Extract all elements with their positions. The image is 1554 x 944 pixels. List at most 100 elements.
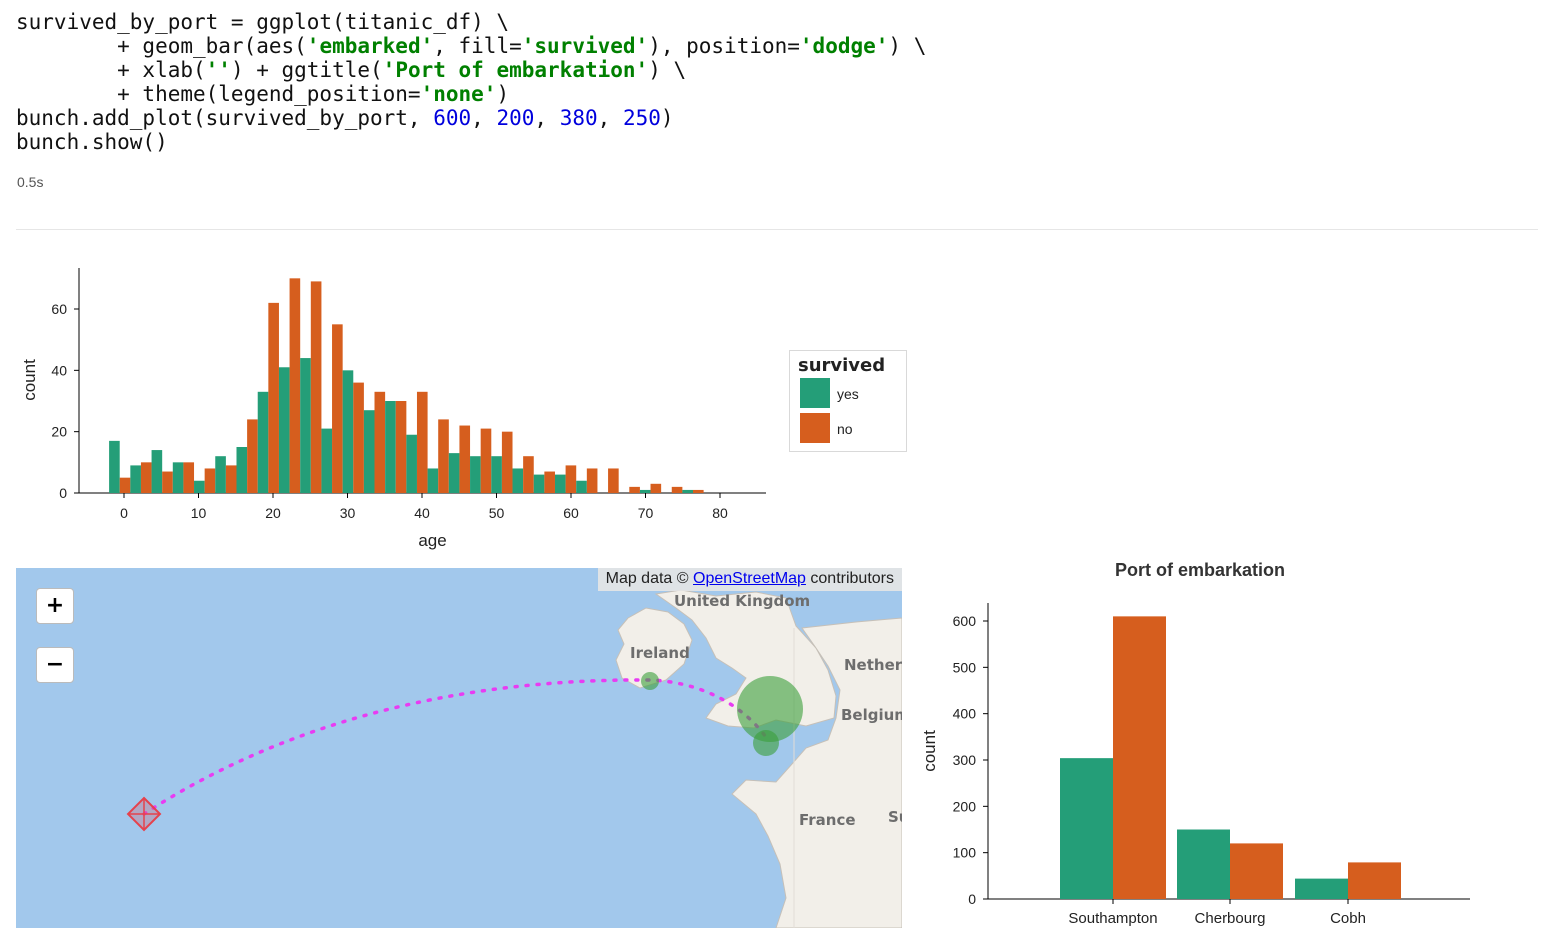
legend-swatch-no xyxy=(800,413,830,443)
hist-bar-no xyxy=(353,382,364,493)
execution-time: 0.5s xyxy=(17,174,44,190)
cell-divider xyxy=(16,229,1538,230)
code-token: , xyxy=(597,106,623,130)
attribution-suffix: contributors xyxy=(805,570,894,587)
hist-bar-yes xyxy=(172,462,184,493)
hist-bar-yes xyxy=(639,489,651,493)
code-token: + geom_bar(aes( xyxy=(16,34,307,58)
port-bar-no xyxy=(1348,862,1401,899)
code-token: 'dodge' xyxy=(799,34,889,58)
x-tick-label: 70 xyxy=(638,505,654,521)
hist-bar-yes xyxy=(278,367,290,493)
hist-bar-no xyxy=(523,456,534,493)
hist-bar-yes xyxy=(342,370,354,493)
port-bar-no xyxy=(1113,616,1166,899)
code-token: + theme(legend_position= xyxy=(16,82,421,106)
code-token: 'none' xyxy=(420,82,497,106)
code-token: 'Port of embarkation' xyxy=(382,58,649,82)
hist-bar-no xyxy=(247,419,258,493)
hist-bar-no xyxy=(268,302,279,493)
chart-title: Port of embarkation xyxy=(1115,560,1285,580)
hist-bar-no xyxy=(225,465,237,493)
code-token: 'embarked' xyxy=(306,34,434,58)
zoom-in-button[interactable]: + xyxy=(36,588,74,624)
code-token: , xyxy=(534,106,560,130)
route-line xyxy=(142,678,770,816)
x-tick-label: 0 xyxy=(120,505,128,521)
code-token: 'survived' xyxy=(521,34,649,58)
map-label-belgium: Belgium xyxy=(841,706,902,724)
y-tick-label: 100 xyxy=(953,845,977,861)
hist-bar-no xyxy=(119,477,131,493)
code-token: ) \ xyxy=(888,34,927,58)
y-tick-label: 500 xyxy=(953,659,977,675)
ireland-land xyxy=(615,607,693,689)
y-tick-label: 0 xyxy=(968,891,976,907)
code-token: ) + ggtitle( xyxy=(230,58,383,82)
zoom-out-button[interactable]: − xyxy=(36,647,74,683)
code-token: ) xyxy=(496,82,510,106)
map-label-su: Su xyxy=(888,808,902,826)
x-tick-label: Cherbourg xyxy=(1195,910,1266,927)
map-label-ireland: Ireland xyxy=(630,644,690,662)
code-cell[interactable]: survived_by_port = ggplot(titanic_df) \ … xyxy=(16,10,926,154)
x-axis-label: age xyxy=(418,531,446,550)
hist-bar-no xyxy=(332,324,343,493)
hist-bar-no xyxy=(438,419,449,493)
hist-bar-yes xyxy=(470,456,481,493)
port-bar-yes xyxy=(1177,829,1230,899)
x-tick-label: 40 xyxy=(414,505,430,521)
continent-land xyxy=(731,617,902,928)
map-view[interactable]: United Kingdom Ireland Netherl Belgium F… xyxy=(16,568,902,928)
legend: survived yes no xyxy=(789,350,907,452)
hist-bar-no xyxy=(289,278,301,493)
legend-label-no: no xyxy=(837,421,853,437)
code-line: + geom_bar(aes('embarked', fill='survive… xyxy=(16,34,926,58)
legend-swatch-yes xyxy=(800,378,830,408)
x-tick-label: 60 xyxy=(563,505,579,521)
y-tick-label: 0 xyxy=(59,485,67,501)
map-attribution: Map data © OpenStreetMap contributors xyxy=(597,568,902,591)
code-token: 250 xyxy=(622,106,661,130)
y-tick-label: 400 xyxy=(953,706,977,722)
hist-bar-yes xyxy=(109,440,120,493)
legend-label-yes: yes xyxy=(837,386,859,402)
hist-bar-yes xyxy=(257,391,269,493)
hist-bar-no xyxy=(416,391,428,493)
hist-bar-no xyxy=(565,465,577,493)
port-circle-cherbourg xyxy=(753,730,779,756)
code-token: bunch.add_plot(survived_by_port, xyxy=(16,106,434,130)
map-label-france: France xyxy=(799,811,856,829)
code-token: , fill= xyxy=(433,34,522,58)
hist-bar-yes xyxy=(491,456,502,493)
openstreetmap-link[interactable]: OpenStreetMap xyxy=(693,570,806,587)
map-label-netherlands: Netherl xyxy=(844,656,902,674)
hist-bar-no xyxy=(183,462,195,493)
x-tick-label: 10 xyxy=(191,505,207,521)
x-tick-label: Southampton xyxy=(1068,910,1157,927)
map-canvas xyxy=(126,589,902,928)
hist-bar-no xyxy=(501,431,513,493)
hist-bar-yes xyxy=(406,434,417,493)
hist-bar-yes xyxy=(130,465,141,493)
port-bar-no xyxy=(1230,843,1283,899)
map-label-uk: United Kingdom xyxy=(674,592,811,610)
y-tick-label: 200 xyxy=(953,798,977,814)
y-tick-label: 60 xyxy=(51,301,67,317)
x-tick-label: 80 xyxy=(712,505,728,521)
hist-bar-yes xyxy=(385,401,396,493)
hist-bar-yes xyxy=(151,450,163,493)
y-tick-label: 20 xyxy=(51,424,67,440)
y-tick-label: 300 xyxy=(953,752,977,768)
y-tick-label: 600 xyxy=(953,613,977,629)
hist-bar-no xyxy=(395,401,407,493)
hist-bar-yes xyxy=(215,456,226,493)
port-circle-cobh xyxy=(641,672,659,690)
code-token: 200 xyxy=(496,106,535,130)
code-token: '' xyxy=(205,58,231,82)
hist-bar-no xyxy=(608,468,619,493)
code-token: bunch.show() xyxy=(16,130,168,154)
code-line: + theme(legend_position='none') xyxy=(16,82,509,106)
code-line: bunch.show() xyxy=(16,130,168,154)
x-tick-label: Cobh xyxy=(1330,910,1366,927)
